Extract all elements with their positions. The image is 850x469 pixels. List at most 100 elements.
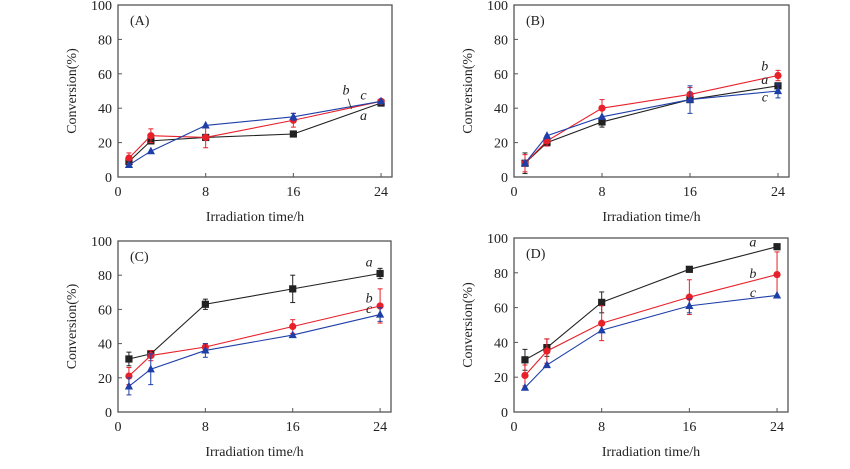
data-point-triangle (542, 131, 552, 139)
y-axis-label: Conversion(%) (65, 283, 80, 369)
data-point-triangle (124, 160, 134, 169)
data-point-square (376, 269, 384, 278)
series-line-b (128, 305, 381, 377)
x-tick-label: 16 (683, 185, 697, 200)
data-point-square (289, 130, 297, 138)
data-point-square (685, 265, 693, 273)
data-point-triangle (289, 112, 298, 120)
data-point-triangle (597, 112, 607, 120)
data-point-circle (773, 270, 781, 279)
series-line-c (524, 294, 778, 389)
plot-frame (117, 240, 392, 413)
data-point-circle (202, 133, 210, 142)
panel-label: (C) (130, 250, 149, 265)
data-point-circle (147, 132, 155, 140)
data-point-triangle (685, 301, 694, 309)
panel-d: 0 20 40 60 80 100 0 8 16 24 Irradiation time/h Conv… (461, 232, 789, 460)
plot-frame (513, 4, 790, 178)
series-c (124, 307, 385, 396)
x-axis-label: Irradiation time/h (602, 210, 700, 225)
data-point-circle (125, 154, 133, 162)
y-tick-label: 100 (91, 235, 112, 250)
y-tick-label: 0 (501, 406, 508, 421)
series-a (125, 267, 384, 367)
y-tick-label: 60 (494, 68, 508, 83)
data-point-circle (598, 104, 606, 112)
x-tick-label: 0 (511, 420, 518, 435)
series-c (520, 290, 782, 391)
plot-frame (117, 4, 393, 178)
data-point-circle (521, 371, 529, 380)
series-annotation: a (366, 256, 373, 271)
data-point-triangle (146, 364, 155, 373)
data-point-triangle (685, 95, 695, 103)
y-axis-label: Conversion(%) (65, 48, 80, 134)
y-tick-label: 60 (98, 68, 112, 83)
data-point-circle (543, 137, 551, 145)
series-annotation: b (366, 292, 373, 307)
series-b (521, 251, 781, 387)
series-b (125, 288, 384, 386)
data-point-triangle (376, 96, 386, 105)
series-line-a (128, 102, 382, 162)
series-line-b (524, 74, 779, 164)
x-tick-label: 8 (202, 185, 209, 200)
panel-label: (A) (130, 14, 150, 29)
data-point-circle (289, 322, 297, 331)
y-tick-label: 100 (91, 0, 112, 14)
series-b (521, 69, 782, 173)
data-point-triangle (520, 383, 530, 391)
data-point-circle (774, 71, 782, 80)
plot-frame (513, 237, 789, 413)
y-tick-label: 80 (494, 267, 508, 282)
y-tick-label: 20 (98, 372, 112, 387)
data-point-triangle (124, 381, 134, 390)
data-point-square (598, 118, 606, 126)
x-tick-label: 0 (115, 420, 122, 435)
series-line-c (524, 90, 779, 164)
y-tick-label: 60 (494, 302, 508, 317)
series-line-b (524, 274, 778, 376)
y-tick-label: 0 (105, 171, 112, 186)
x-tick-label: 24 (373, 420, 387, 435)
series-annotation: c (366, 302, 373, 317)
series-annotation: a (749, 236, 756, 251)
data-point-triangle (375, 309, 385, 318)
data-point-triangle (520, 158, 530, 167)
data-point-square (289, 285, 297, 293)
data-point-triangle (773, 86, 783, 95)
series-annotation: b (342, 83, 349, 98)
data-point-square (598, 298, 606, 306)
panel-c: 0 20 40 60 80 100 0 8 16 24 Irradiation time/h Conv… (65, 235, 392, 460)
series-annotation: a (761, 73, 768, 88)
x-tick-label: 8 (202, 420, 209, 435)
series-line-b (128, 100, 382, 159)
y-tick-label: 20 (494, 137, 508, 152)
series-line-c (128, 100, 382, 166)
x-tick-label: 16 (682, 420, 696, 435)
y-tick-label: 0 (501, 171, 508, 186)
x-tick-label: 24 (770, 420, 784, 435)
data-point-triangle (288, 330, 297, 339)
y-tick-label: 40 (494, 102, 508, 117)
series-annotation: b (749, 267, 756, 282)
y-tick-label: 20 (494, 371, 508, 386)
data-point-triangle (772, 290, 782, 299)
y-tick-label: 80 (98, 33, 112, 48)
data-point-triangle (597, 325, 606, 334)
x-axis-label: Irradiation time/h (205, 445, 303, 460)
y-tick-label: 40 (98, 102, 112, 117)
panel-label: (B) (526, 14, 545, 29)
panel-a: 0 20 40 60 80 100 0 8 16 24 Irradiation time/h Conv… (65, 0, 393, 225)
panel-label: (D) (526, 247, 546, 262)
data-point-square (773, 243, 781, 251)
y-tick-label: 100 (487, 0, 508, 14)
y-tick-label: 60 (98, 303, 112, 318)
y-tick-label: 80 (494, 33, 508, 48)
panel-b: 0 20 40 60 80 100 0 8 16 24 Irradiation time/h Conv… (461, 0, 790, 225)
x-tick-label: 8 (598, 420, 605, 435)
data-point-circle (598, 319, 606, 327)
data-point-triangle (201, 345, 210, 354)
series-a (521, 243, 781, 371)
